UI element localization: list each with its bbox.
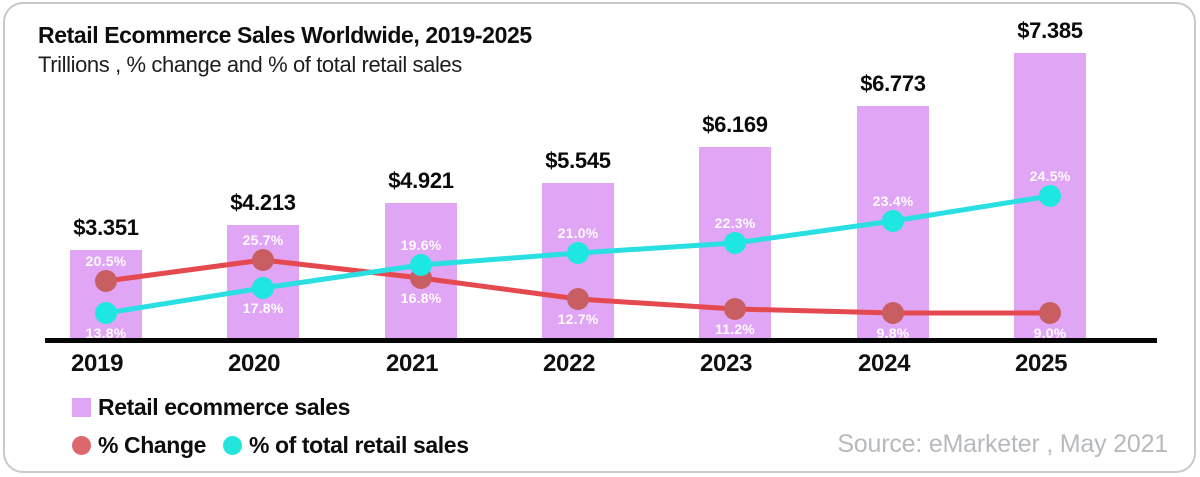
legend-label-pct-change: % Change <box>98 432 206 458</box>
x-axis-label-2021: 2021 <box>386 350 439 377</box>
total-retail-share-dot-2021 <box>410 254 432 276</box>
pct-change-dot-2023 <box>724 298 746 320</box>
total-retail-share-dot-2019 <box>95 302 117 324</box>
pct-change-dot-2025 <box>1039 302 1061 324</box>
percent-label: 13.8% <box>85 325 127 341</box>
total-retail-share-dot-2024 <box>882 210 904 232</box>
x-axis-label-2020: 2020 <box>228 350 281 377</box>
x-axis-line <box>45 338 1157 343</box>
percent-label: 9.0% <box>1033 325 1067 341</box>
bar-value-label: $6.773 <box>860 71 926 96</box>
total-retail-dot-icon <box>222 436 242 455</box>
percent-label: 19.6% <box>400 237 442 253</box>
bar-value-label: $4.213 <box>230 190 296 215</box>
chart-title: Retail Ecommerce Sales Worldwide, 2019-2… <box>38 22 532 48</box>
percent-label: 9.8% <box>876 325 910 341</box>
total-retail-share-dot-2025 <box>1039 185 1061 207</box>
total-retail-share-dot-2023 <box>724 232 746 254</box>
x-axis-label-2024: 2024 <box>858 350 911 377</box>
x-axis-label-2022: 2022 <box>543 350 596 377</box>
x-axis-label-2019: 2019 <box>71 350 124 377</box>
percent-label: 22.3% <box>714 215 756 231</box>
pct-change-dot-2020 <box>252 249 274 271</box>
pct-change-dot-2024 <box>882 302 904 324</box>
bar-swatch-icon <box>72 398 91 417</box>
bar-value-label: $6.169 <box>702 112 768 137</box>
percent-label: 17.8% <box>242 300 284 316</box>
total-retail-share-dot-2020 <box>252 277 274 299</box>
percent-label: 24.5% <box>1029 168 1071 184</box>
bar-2019 <box>70 250 142 339</box>
pct-change-dot-2019 <box>95 270 117 292</box>
x-axis-label-2023: 2023 <box>700 350 753 377</box>
pct-change-dot-2022 <box>567 288 589 310</box>
x-axis-label-2025: 2025 <box>1015 350 1068 377</box>
percent-label: 23.4% <box>872 193 914 209</box>
total-retail-share-dot-2022 <box>567 242 589 264</box>
bar-value-label: $7.385 <box>1017 18 1083 43</box>
legend-row-bars: Retail ecommerce sales <box>72 394 350 421</box>
bar-value-label: $4.921 <box>388 168 454 193</box>
bar-value-label: $5.545 <box>545 148 611 173</box>
pct-change-dot-icon <box>72 436 91 455</box>
percent-label: 12.7% <box>557 311 599 327</box>
bar-value-label: $3.351 <box>73 215 139 240</box>
percent-label: 11.2% <box>715 321 755 337</box>
chart-subtitle: Trillions , % change and % of total reta… <box>38 52 462 77</box>
legend-label-bars: Retail ecommerce sales <box>98 394 351 420</box>
percent-label: 20.5% <box>85 253 127 269</box>
percent-label: 25.7% <box>242 232 284 248</box>
legend-label-total-retail: % of total retail sales <box>248 432 469 458</box>
percent-label: 21.0% <box>557 225 599 241</box>
percent-label: 16.8% <box>400 290 442 306</box>
source-attribution: Source: eMarketer , May 2021 <box>837 430 1168 458</box>
legend-row-lines: % Change % of total retail sales <box>72 432 469 459</box>
